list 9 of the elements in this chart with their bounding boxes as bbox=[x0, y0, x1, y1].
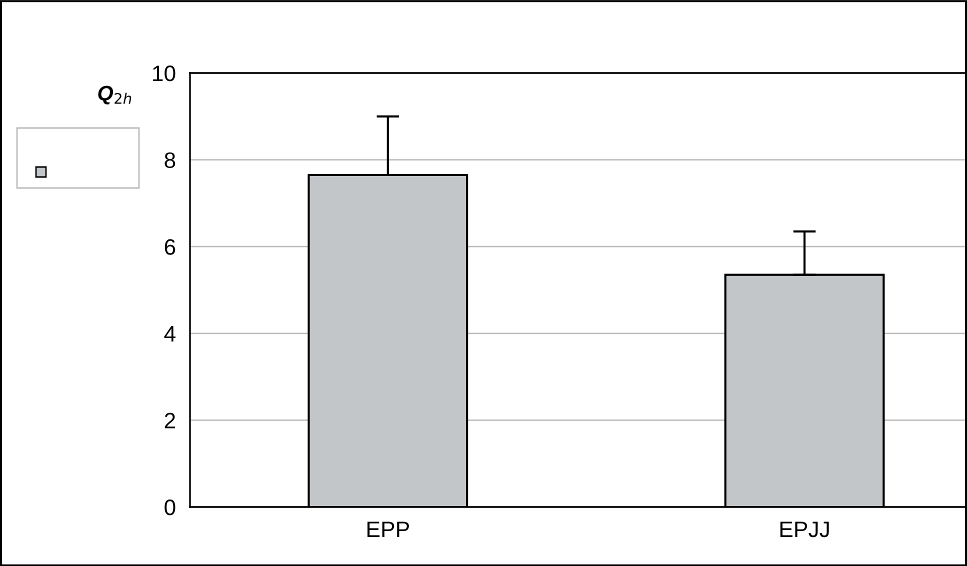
y-tick-label: 8 bbox=[164, 152, 176, 168]
y-tick-label: 2 bbox=[164, 412, 175, 428]
x-tick-label: EPP bbox=[367, 522, 409, 537]
legend-title: Q$_{2h}$ bbox=[98, 86, 132, 104]
y-tick-label: 0 bbox=[164, 500, 176, 516]
y-tick-label: 4 bbox=[164, 326, 176, 342]
y-tick-label: 6 bbox=[164, 239, 176, 255]
x-tick-label: EPJJ bbox=[780, 522, 829, 538]
y-tick-label: 10 bbox=[153, 66, 176, 82]
